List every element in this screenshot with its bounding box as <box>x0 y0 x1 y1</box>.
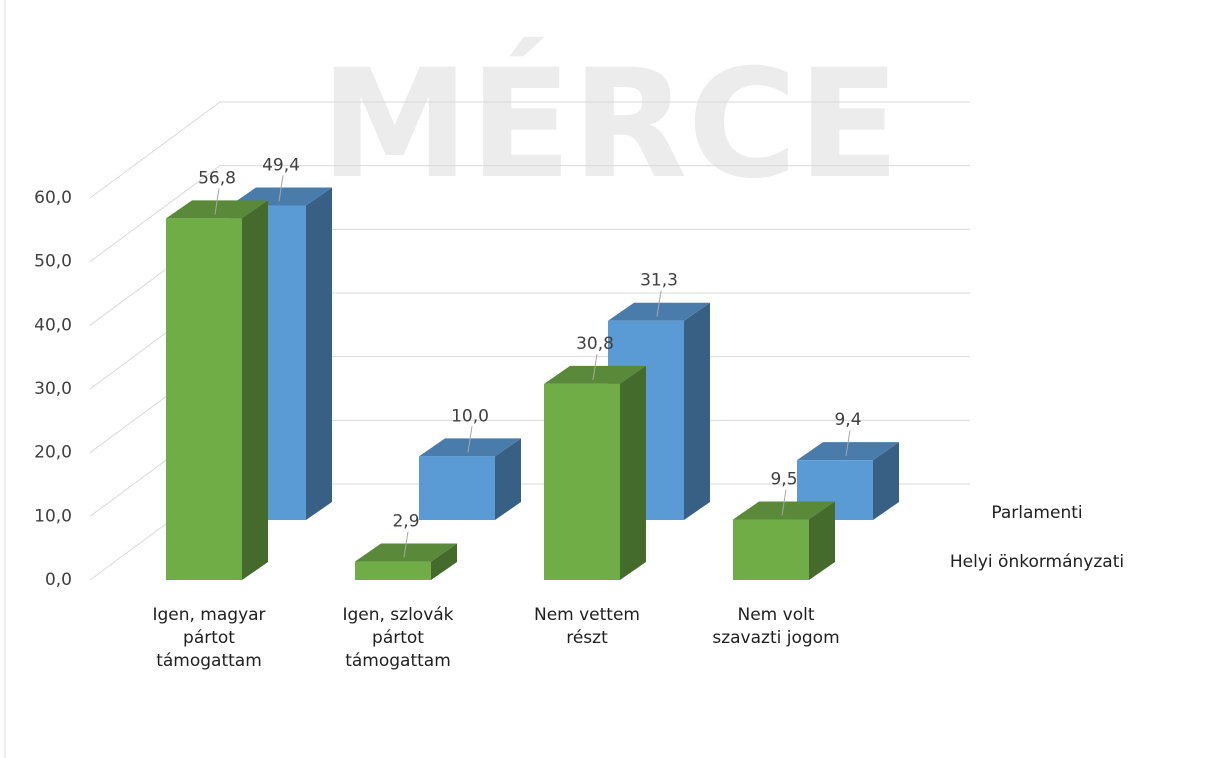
bar <box>544 383 620 580</box>
bar-top <box>733 501 835 520</box>
bar-side <box>306 187 332 520</box>
leader-line <box>656 290 662 317</box>
value-label: 9,4 <box>834 410 861 430</box>
y-tick-label: 60,0 <box>34 188 72 208</box>
grid-line <box>89 101 970 199</box>
y-tick-label: 50,0 <box>34 252 72 272</box>
y-tick-label: 30,0 <box>34 379 72 399</box>
bar-top <box>608 302 710 321</box>
bar-side <box>431 543 457 580</box>
leader-line <box>592 353 598 380</box>
bar-side <box>620 365 646 580</box>
bar <box>419 456 495 520</box>
leader-line <box>403 531 409 558</box>
bar-top <box>166 200 268 219</box>
bar-side <box>684 302 710 520</box>
value-label: 31,3 <box>640 271 678 291</box>
value-label: 2,9 <box>392 512 419 532</box>
bar-top <box>419 438 521 457</box>
bar-side <box>242 200 268 580</box>
leader-line <box>278 175 284 202</box>
bar-side <box>873 442 899 520</box>
value-label: 10,0 <box>451 406 489 426</box>
value-label: 49,4 <box>262 155 300 175</box>
leader-line <box>467 426 473 453</box>
y-tick-label: 0,0 <box>45 570 72 590</box>
bar <box>355 561 431 580</box>
watermark: MÉRCE <box>320 37 900 212</box>
legend-label: Parlamenti <box>991 503 1082 523</box>
bar-top <box>797 442 899 461</box>
grid-line <box>89 165 970 263</box>
x-tick-label: Igen, magyar pártot támogattam <box>152 605 266 671</box>
leader-line <box>845 430 851 457</box>
leader-line <box>781 489 787 516</box>
value-label: 30,8 <box>576 334 614 354</box>
value-label: 56,8 <box>198 168 236 188</box>
bar-top <box>355 543 457 562</box>
bar <box>733 519 809 580</box>
value-label: 9,5 <box>770 470 797 490</box>
bar-top <box>544 365 646 384</box>
x-tick-label: Nem vettem részt <box>533 605 640 648</box>
x-tick-label: Igen, szlovák pártot támogattam <box>342 605 454 671</box>
bar-side <box>809 501 835 580</box>
x-tick-label: Nem volt szavazti jogom <box>712 605 840 648</box>
bar <box>166 218 242 580</box>
legend-label: Helyi önkormányzati <box>950 552 1124 572</box>
y-tick-label: 10,0 <box>34 506 72 526</box>
y-tick-label: 40,0 <box>34 315 72 335</box>
y-tick-label: 20,0 <box>34 443 72 463</box>
bar-side <box>495 438 521 520</box>
leader-line <box>214 188 220 215</box>
